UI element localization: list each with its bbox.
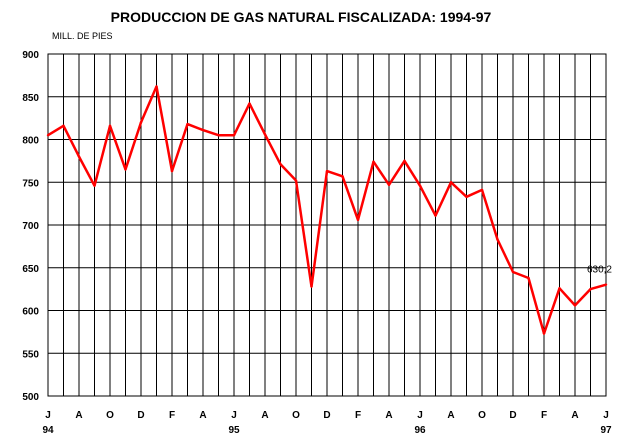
data-point (186, 122, 189, 126)
x-tick-label: D (509, 410, 516, 421)
y-tick-label: 650 (22, 264, 39, 275)
x-tick-label: J (603, 410, 609, 421)
y-tick-label: 750 (22, 178, 39, 189)
data-point (542, 332, 546, 335)
data-point (604, 283, 608, 286)
data-point (170, 169, 174, 173)
data-point (155, 85, 158, 88)
data-point (310, 285, 313, 288)
data-point (558, 287, 561, 290)
x-tick-label: D (323, 410, 330, 421)
data-point (496, 238, 499, 241)
data-point (418, 184, 422, 187)
y-tick-label: 900 (22, 50, 39, 61)
data-point (108, 124, 112, 128)
x-tick-label: O (292, 410, 300, 421)
y-tick-label: 500 (22, 392, 39, 403)
data-point (449, 181, 453, 184)
x-tick-label: A (385, 410, 392, 421)
data-point (93, 184, 96, 187)
data-point (217, 134, 220, 137)
year-label: 96 (414, 425, 426, 436)
x-tick-label: O (478, 410, 486, 421)
x-tick-label: A (447, 410, 454, 421)
plot-frame (47, 53, 607, 397)
data-point (232, 134, 236, 137)
data-point (46, 134, 50, 137)
y-tick-label: 800 (22, 136, 39, 147)
data-point (403, 159, 406, 163)
data-point (480, 188, 484, 192)
data-point (527, 276, 530, 280)
data-point (139, 121, 143, 124)
data-label: 630,2 (587, 265, 612, 276)
data-point (465, 195, 468, 198)
y-tick-label: 550 (22, 349, 39, 360)
x-tick-label: J (231, 410, 237, 421)
x-tick-label: O (106, 410, 114, 421)
x-tick-label: A (75, 410, 82, 421)
x-tick-label: J (417, 410, 423, 421)
grid (48, 54, 606, 396)
data-point (589, 287, 592, 291)
x-tick-label: F (355, 410, 361, 421)
data-point (248, 102, 251, 105)
y-tick-labels: 500 550 600 650 700 750 800 850 900 (22, 50, 39, 403)
data-point (356, 218, 360, 222)
year-label: 97 (600, 425, 612, 436)
data-point (263, 133, 267, 136)
year-label: 95 (228, 425, 240, 436)
data-point (201, 128, 205, 132)
y-tick-label: 700 (22, 221, 39, 232)
y-tick-label: 850 (22, 93, 39, 104)
y-axis-label: MILL. DE PIES (52, 31, 113, 41)
data-point (511, 270, 515, 274)
data-point (77, 155, 81, 158)
x-tick-label: F (169, 410, 175, 421)
x-tick-label: J (45, 410, 51, 421)
data-point (279, 163, 282, 166)
data-point (341, 175, 344, 178)
data-point (372, 160, 375, 163)
data-points (46, 85, 608, 335)
data-point (434, 214, 437, 217)
x-tick-label: A (571, 410, 578, 421)
x-tick-label: F (541, 410, 547, 421)
year-labels: 94 95 96 97 (42, 425, 612, 436)
data-point (294, 179, 298, 182)
x-tick-label: A (199, 410, 206, 421)
data-point (325, 169, 329, 173)
data-point (573, 304, 577, 307)
x-tick-label: A (261, 410, 268, 421)
data-point (387, 183, 391, 187)
x-tick-label: D (137, 410, 144, 421)
chart-title: PRODUCCION DE GAS NATURAL FISCALIZADA: 1… (111, 9, 492, 25)
y-tick-label: 600 (22, 307, 39, 318)
data-point (62, 124, 65, 128)
data-point (124, 168, 127, 171)
year-label: 94 (42, 425, 54, 436)
